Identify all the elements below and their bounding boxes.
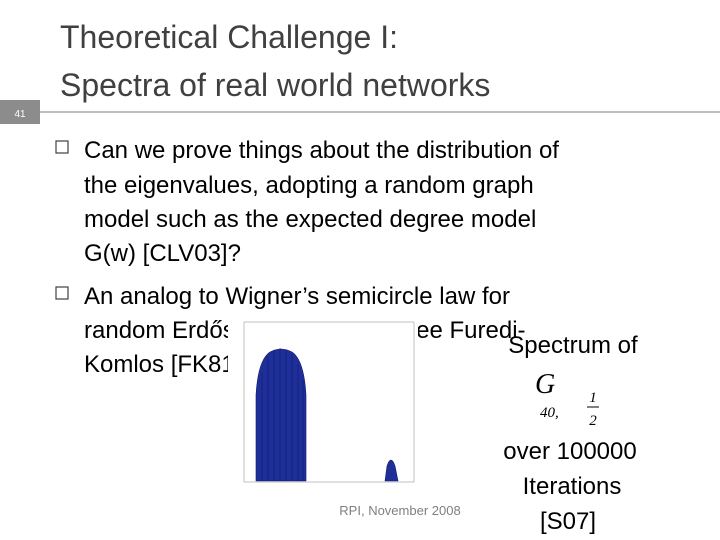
caption-subscript: 40, — [540, 405, 559, 421]
spectrum-figure — [228, 316, 418, 494]
bullet-line: Can we prove things about the distributi… — [84, 137, 559, 164]
bullet-line: G(w) [CLV03]? — [84, 240, 241, 267]
caption-numerator: 1 — [589, 390, 597, 406]
figure-frame — [243, 321, 415, 483]
caption-denominator: 2 — [589, 413, 597, 429]
caption-symbol: G — [535, 369, 555, 400]
caption-line: over 100000 — [503, 438, 636, 465]
histogram-texture — [261, 348, 304, 481]
bullet-line: An analog to Wigner’s semicircle law for — [84, 283, 510, 310]
caption-line: [S07] — [540, 508, 596, 535]
outlier-peak — [384, 459, 399, 482]
title-line: Spectra of real world networks — [60, 67, 490, 103]
footer: RPI, November 2008 — [339, 503, 460, 518]
title-line: Theoretical Challenge I: — [60, 19, 398, 55]
slide-number: 41 — [14, 109, 26, 120]
caption-line: Spectrum of — [508, 332, 638, 359]
bullet-line: model such as the expected degree model — [84, 206, 536, 233]
bullet-line: Komlos [FK81]) — [84, 351, 249, 378]
bullet-marker — [55, 286, 69, 300]
caption-line: Iterations — [523, 473, 622, 500]
slide-number-box — [0, 100, 40, 124]
bulk-spectrum — [255, 348, 307, 482]
bullet-marker — [55, 140, 69, 154]
bullet-line: the eigenvalues, adopting a random graph — [84, 172, 534, 199]
